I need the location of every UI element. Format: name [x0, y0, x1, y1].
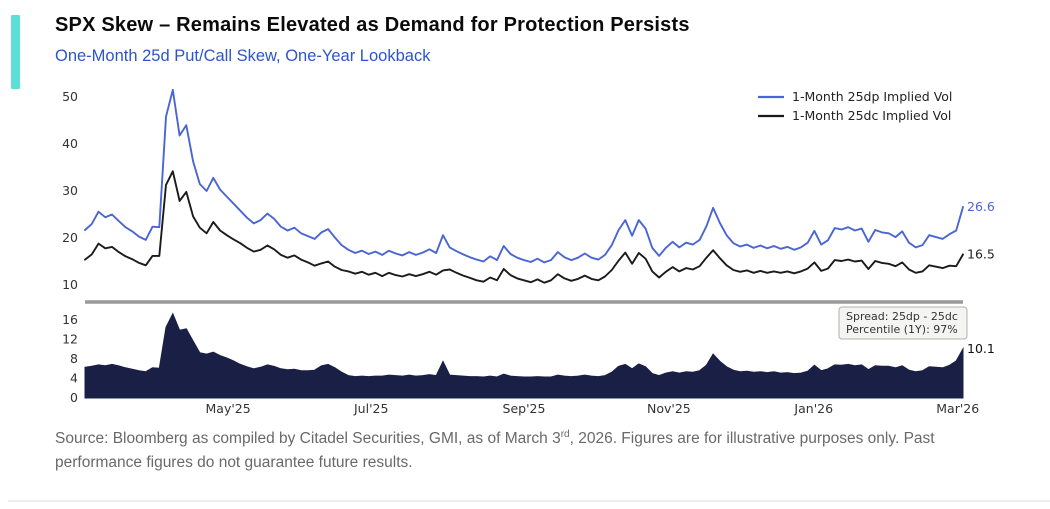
bottom-divider: [8, 500, 1050, 502]
x-tick-label: Jan'26: [793, 401, 833, 416]
x-tick-label: Nov'25: [647, 401, 691, 416]
top-y-tick-label: 30: [62, 183, 78, 198]
spread-area: [84, 312, 964, 399]
call-end-value-label: 16.5: [967, 246, 995, 261]
legend-label: 1-Month 25dc Implied Vol: [792, 108, 951, 123]
source-disclaimer: Source: Bloomberg as compiled by Citadel…: [55, 427, 1020, 475]
bottom-y-tick-label: 12: [62, 332, 78, 347]
spread-annotation-text: Spread: 25dp - 25dc: [846, 310, 958, 323]
source-text-part2: , 2026. Figures are for illustrative pur…: [55, 430, 935, 472]
source-superscript: rd: [560, 429, 570, 440]
top-y-tick-label: 10: [62, 277, 78, 292]
bottom-y-tick-label: 0: [70, 390, 78, 405]
bottom-y-tick-label: 4: [70, 371, 78, 386]
put-end-value-label: 26.6: [967, 199, 995, 214]
put-line: [84, 88, 964, 264]
x-tick-label: Jul'25: [353, 401, 388, 416]
spread-end-value-label: 10.1: [967, 341, 995, 356]
x-tick-label: Sep'25: [503, 401, 546, 416]
x-tick-label: May'25: [206, 401, 251, 416]
spread-annotation-text: Percentile (1Y): 97%: [846, 323, 958, 336]
spread-annotation-box: [838, 306, 968, 340]
bottom-y-tick-label: 8: [70, 351, 78, 366]
x-tick-label: Mar'26: [936, 401, 979, 416]
legend-label: 1-Month 25dp Implied Vol: [792, 89, 952, 104]
bottom-y-tick-label: 16: [62, 312, 78, 327]
call-line: [84, 170, 964, 284]
skew-chart: 10 20 30 40 50 0 4 8 12 16 May'25 Jul'25 Sep'25 Nov'2…: [62, 88, 995, 416]
chart-subtitle: One-Month 25d Put/Call Skew, One-Year Lo…: [55, 47, 431, 65]
source-text-part1: Source: Bloomberg as compiled by Citadel…: [55, 430, 561, 448]
top-y-tick-label: 40: [62, 136, 78, 151]
top-y-tick-label: 50: [62, 89, 78, 104]
top-y-tick-label: 20: [62, 230, 78, 245]
accent-bar: [11, 15, 20, 89]
page-title: SPX Skew – Remains Elevated as Demand fo…: [55, 14, 690, 36]
